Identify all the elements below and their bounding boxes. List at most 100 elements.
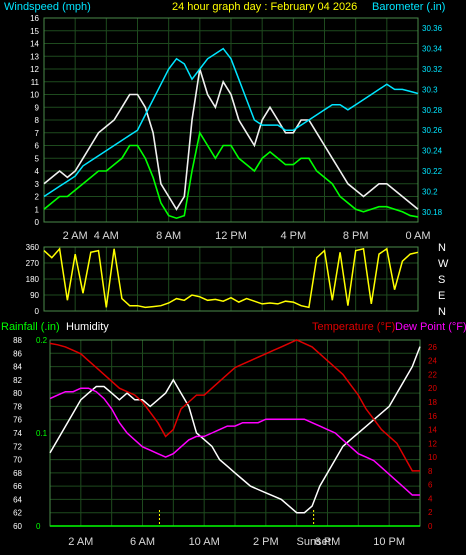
windspeed-title: Windspeed (mph) bbox=[4, 1, 91, 13]
direction-tick-label: 360 bbox=[26, 243, 40, 252]
windspeed-tick-label: 0 bbox=[35, 218, 40, 227]
humidity-tick-label: 84 bbox=[13, 363, 22, 372]
humidity-tick-label: 86 bbox=[13, 349, 22, 358]
barometer-tick-label: 30.28 bbox=[422, 106, 443, 115]
time-tick-label: 6 PM bbox=[315, 536, 341, 548]
barometer-tick-label: 30.36 bbox=[422, 24, 443, 33]
rainfall-tick-label: 0.2 bbox=[36, 336, 48, 345]
humidity-tick-label: 72 bbox=[13, 442, 22, 451]
barometer-tick-label: 30.24 bbox=[422, 147, 443, 156]
time-tick-label: 2 AM bbox=[63, 230, 88, 242]
barometer-tick-label: 30.2 bbox=[422, 187, 438, 196]
temperature-tick-label: 8 bbox=[428, 467, 433, 476]
barometer-tick-label: 30.26 bbox=[422, 126, 443, 135]
temperature-tick-label: 2 bbox=[428, 508, 433, 517]
humidity-tick-label: 64 bbox=[13, 495, 22, 504]
time-tick-label: 4 PM bbox=[280, 230, 306, 242]
temperature-tick-label: 20 bbox=[428, 384, 437, 393]
humidity-title: Humidity bbox=[66, 321, 109, 333]
dewpoint-title: Dew Point (°F) bbox=[395, 321, 466, 333]
compass-label: N bbox=[438, 242, 446, 254]
temperature-tick-label: 26 bbox=[428, 343, 437, 352]
temperature-tick-label: 6 bbox=[428, 481, 433, 490]
windspeed-tick-label: 7 bbox=[35, 129, 40, 138]
windspeed-tick-label: 13 bbox=[30, 52, 39, 61]
windspeed-tick-label: 5 bbox=[35, 154, 40, 163]
sunset-label: Sunset bbox=[297, 536, 331, 548]
direction-tick-label: 270 bbox=[26, 259, 40, 268]
wind-gust-line bbox=[43, 68, 419, 211]
temperature-tick-label: 0 bbox=[428, 522, 433, 531]
temperature-tick-label: 12 bbox=[428, 439, 437, 448]
time-tick-label: 10 AM bbox=[189, 536, 220, 548]
barometer-tick-label: 30.22 bbox=[422, 167, 443, 176]
panel-frame bbox=[43, 17, 419, 223]
temperature-title: Temperature (°F) bbox=[312, 321, 395, 333]
humidity-tick-label: 76 bbox=[13, 416, 22, 425]
windspeed-tick-label: 2 bbox=[35, 193, 40, 202]
barometer-tick-label: 30.3 bbox=[422, 85, 438, 94]
windspeed-tick-label: 6 bbox=[35, 142, 40, 151]
time-tick-label: 4 AM bbox=[94, 230, 119, 242]
windspeed-tick-label: 12 bbox=[30, 65, 39, 74]
dewpoint-line bbox=[49, 387, 420, 496]
compass-label: E bbox=[438, 290, 445, 302]
windspeed-tick-label: 15 bbox=[30, 27, 39, 36]
windspeed-tick-label: 8 bbox=[35, 116, 40, 125]
windspeed-tick-label: 4 bbox=[35, 167, 40, 176]
time-tick-label: 2 PM bbox=[253, 536, 279, 548]
rainfall-title: Rainfall (.in) bbox=[1, 321, 60, 333]
temperature-tick-label: 24 bbox=[428, 357, 437, 366]
time-tick-label: 8 PM bbox=[343, 230, 369, 242]
humidity-tick-label: 62 bbox=[13, 509, 22, 518]
temperature-humidity-panel: 60626466687072747678808284868800.10.2024… bbox=[13, 336, 437, 548]
humidity-line bbox=[49, 346, 421, 514]
graph-day-title: 24 hour graph day : February 04 2026 bbox=[172, 1, 357, 13]
windspeed-tick-label: 14 bbox=[30, 40, 39, 49]
time-tick-label: 6 AM bbox=[130, 536, 155, 548]
windspeed-tick-label: 3 bbox=[35, 180, 40, 189]
time-tick-label: 8 AM bbox=[156, 230, 181, 242]
humidity-tick-label: 70 bbox=[13, 456, 22, 465]
barometer-tick-label: 30.34 bbox=[422, 45, 443, 54]
wind-direction-line bbox=[43, 247, 419, 309]
humidity-tick-label: 88 bbox=[13, 336, 22, 345]
humidity-tick-label: 74 bbox=[13, 429, 22, 438]
wind-speed-line bbox=[43, 130, 419, 220]
direction-tick-label: 90 bbox=[30, 291, 39, 300]
compass-label: S bbox=[438, 274, 445, 286]
windspeed-tick-label: 16 bbox=[30, 14, 39, 23]
time-tick-label: 10 PM bbox=[373, 536, 405, 548]
wind-barometer-panel: 01234567891011121314151630.1830.230.2230… bbox=[30, 14, 442, 242]
windspeed-tick-label: 1 bbox=[35, 205, 40, 214]
time-tick-label: 2 AM bbox=[68, 536, 93, 548]
temperature-tick-label: 18 bbox=[428, 398, 437, 407]
humidity-tick-label: 78 bbox=[13, 402, 22, 411]
time-tick-label: 0 AM bbox=[405, 230, 430, 242]
barometer-title: Barometer (.in) bbox=[372, 1, 445, 13]
temperature-tick-label: 14 bbox=[428, 426, 437, 435]
humidity-tick-label: 60 bbox=[13, 522, 22, 531]
barometer-tick-label: 30.32 bbox=[422, 65, 443, 74]
temperature-line bbox=[49, 339, 420, 472]
humidity-tick-label: 82 bbox=[13, 376, 22, 385]
temperature-tick-label: 4 bbox=[428, 494, 433, 503]
compass-label: N bbox=[438, 306, 446, 318]
temperature-tick-label: 22 bbox=[428, 370, 437, 379]
windspeed-tick-label: 9 bbox=[35, 103, 40, 112]
panel-frame bbox=[43, 246, 419, 312]
direction-tick-label: 0 bbox=[35, 307, 40, 316]
compass-label: W bbox=[438, 258, 449, 270]
windspeed-tick-label: 11 bbox=[31, 78, 40, 87]
direction-tick-label: 180 bbox=[26, 275, 40, 284]
humidity-tick-label: 68 bbox=[13, 469, 22, 478]
barometer-tick-label: 30.18 bbox=[422, 208, 443, 217]
humidity-tick-label: 66 bbox=[13, 482, 22, 491]
barometer-line bbox=[43, 47, 419, 198]
humidity-tick-label: 80 bbox=[13, 389, 22, 398]
temperature-tick-label: 10 bbox=[428, 453, 437, 462]
windspeed-tick-label: 10 bbox=[30, 91, 39, 100]
